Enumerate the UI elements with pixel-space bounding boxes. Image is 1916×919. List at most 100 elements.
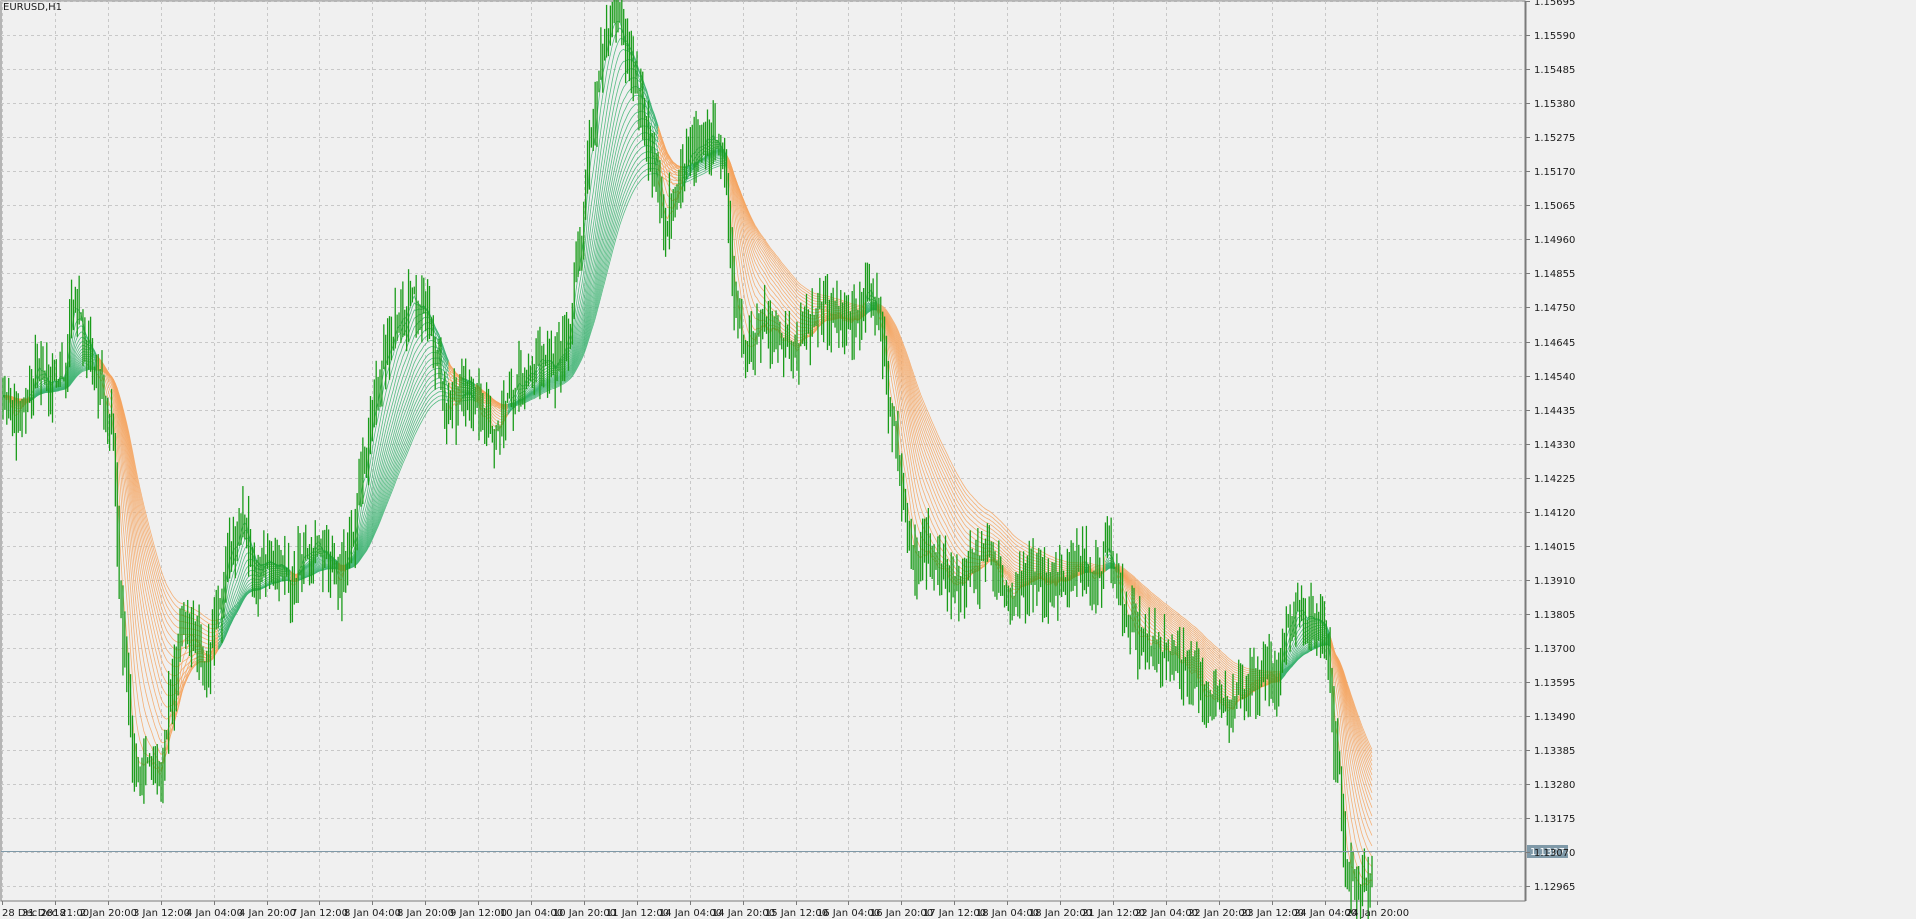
ma-line <box>657 134 683 168</box>
ma-line <box>345 367 449 568</box>
time-tick-label: 21 Jan 12:00 <box>1082 908 1145 919</box>
ma-line <box>297 564 339 580</box>
time-tick-label: 9 Jan 12:00 <box>450 908 507 919</box>
price-tick-label: 1.15380 <box>1534 99 1575 110</box>
current-price-line: 1.13074 <box>1 845 1571 858</box>
price-tick-label: 1.14540 <box>1534 372 1575 383</box>
time-tick-label: 3 Jan 12:00 <box>133 908 190 919</box>
price-tick-label: 1.14435 <box>1534 406 1575 417</box>
ma-line <box>1088 569 1106 573</box>
ma-line <box>1329 635 1373 847</box>
price-tick-label: 1.14225 <box>1534 474 1575 485</box>
ma-line <box>1329 636 1373 857</box>
time-tick-label: 2 Jan 20:00 <box>80 908 137 919</box>
plot-background <box>0 0 1526 902</box>
ma-line <box>876 305 1085 568</box>
ma-line <box>297 560 339 576</box>
price-tick-label: 1.15590 <box>1534 31 1575 42</box>
ma-line <box>1114 568 1281 690</box>
grid-lines <box>1 1 1525 901</box>
ma-line <box>1088 568 1106 572</box>
ma-line <box>507 157 659 406</box>
ma-line <box>657 142 683 169</box>
price-axis[interactable]: 1.15695 1.15590 1.15485 1.15380 1.15275 1.151… <box>1525 0 1575 901</box>
ma-line <box>876 304 1085 566</box>
ma-line <box>345 357 449 567</box>
ma-line <box>297 556 339 574</box>
ma-line <box>345 395 449 571</box>
ma-line <box>1329 646 1373 750</box>
time-tick-label: 31 Dec 21:00 <box>22 908 89 919</box>
price-tick-label: 1.13490 <box>1534 712 1575 723</box>
price-tick-label: 1.15485 <box>1534 65 1575 76</box>
ma-line <box>1329 635 1373 836</box>
ma-line <box>1088 562 1106 567</box>
time-tick-label: 22 Jan 04:00 <box>1135 908 1198 919</box>
ma-line <box>876 308 1085 573</box>
chart-symbol-label: EURUSD,H1 <box>3 2 63 13</box>
price-tick-label: 1.13805 <box>1534 610 1575 621</box>
ma-line <box>876 303 1085 564</box>
ma-line <box>682 165 727 184</box>
ma-line <box>297 558 339 575</box>
ma-line <box>297 561 339 577</box>
ma-line <box>297 555 339 574</box>
price-tick-label: 1.14750 <box>1534 303 1575 314</box>
price-tick-label: 1.13280 <box>1534 780 1575 791</box>
price-tick-label: 1.13700 <box>1534 644 1575 655</box>
ma-line <box>297 565 339 580</box>
ma-line <box>507 132 659 405</box>
ma-line <box>507 102 659 408</box>
time-tick-label: 18 Jan 04:00 <box>976 908 1039 919</box>
ma-line <box>682 163 727 181</box>
ma-line <box>345 399 449 571</box>
price-tick-label: 1.15275 <box>1534 133 1575 144</box>
ma-line <box>1114 567 1281 678</box>
ma-line <box>507 151 659 406</box>
time-tick-label: 23 Jan 12:00 <box>1241 908 1304 919</box>
price-tick-label: 1.13070 <box>1534 848 1575 859</box>
time-tick-label: 10 Jan 20:00 <box>553 908 616 919</box>
time-tick-label: 17 Jan 12:00 <box>923 908 986 919</box>
ma-line <box>876 306 1085 570</box>
ma-line <box>297 568 339 581</box>
ma-line <box>876 307 1085 572</box>
ma-line <box>1088 569 1106 572</box>
ma-line <box>297 563 339 579</box>
price-tick-label: 1.14960 <box>1534 235 1575 246</box>
ma-line <box>507 138 659 405</box>
ma-line <box>345 346 449 566</box>
time-tick-label: 22 Jan 20:00 <box>1188 908 1251 919</box>
ma-line <box>345 382 449 569</box>
time-tick-label: 8 Jan 20:00 <box>397 908 454 919</box>
ma-line <box>726 165 866 306</box>
ma-line <box>345 362 449 567</box>
time-tick-label: 15 Jan 12:00 <box>765 908 828 919</box>
ma-line <box>1114 563 1281 673</box>
ma-line <box>1114 568 1281 686</box>
ma-line <box>345 372 449 568</box>
ma-line <box>1088 567 1106 571</box>
price-tick-label: 1.15695 <box>1534 0 1575 8</box>
time-tick-label: 7 Jan 12:00 <box>291 908 348 919</box>
ma-line <box>657 146 683 170</box>
ma-line <box>507 145 659 405</box>
current-price-label: 1.13074 <box>1530 847 1571 858</box>
ma-line <box>345 351 449 567</box>
time-tick-label: 18 Jan 20:00 <box>1029 908 1092 919</box>
ma-line <box>297 557 339 575</box>
ma-line <box>1114 568 1281 712</box>
time-tick-label: 14 Jan 04:00 <box>659 908 722 919</box>
ma-line <box>1088 565 1106 569</box>
ma-line <box>1114 568 1281 684</box>
time-tick-label: 4 Jan 04:00 <box>186 908 243 919</box>
price-tick-label: 1.14015 <box>1534 542 1575 553</box>
price-tick-label: 1.13595 <box>1534 678 1575 689</box>
time-tick-label: 11 Jan 12:00 <box>606 908 669 919</box>
ma-line <box>1114 566 1281 698</box>
ma-line <box>1329 636 1373 826</box>
ma-line <box>345 386 449 570</box>
